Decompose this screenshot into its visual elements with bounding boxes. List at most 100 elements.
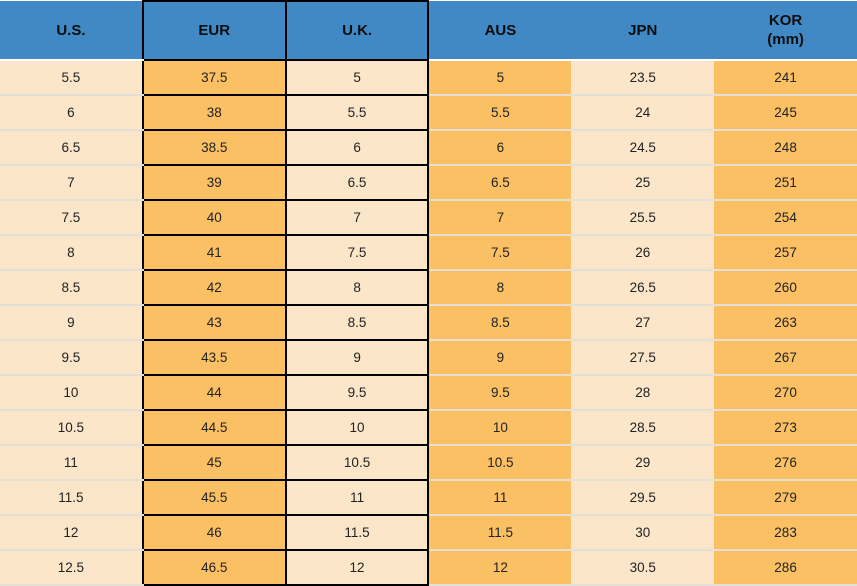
table-cell: 6.5 [284, 164, 430, 201]
table-cell: 5.5 [428, 95, 572, 131]
table-cell: 6.5 [428, 165, 572, 201]
table-row: 6.5 38.5 6 6 24.5 248 [0, 129, 857, 166]
table-row: 8.5 42 8 8 26.5 260 [0, 269, 857, 306]
table-cell: 7 [0, 165, 143, 201]
table-cell: 12 [284, 549, 430, 586]
table-cell: 29.5 [571, 480, 715, 516]
table-cell: 10 [0, 375, 143, 411]
header-cell-aus: AUS [428, 1, 572, 61]
table-cell: 254 [714, 200, 857, 236]
table-cell: 9 [0, 305, 143, 341]
header-row: U.S. EUR U.K. AUS JPN KOR (mm) [0, 0, 857, 61]
table-header: U.S. EUR U.K. AUS JPN KOR (mm) [0, 0, 857, 61]
table-cell: 273 [714, 410, 857, 446]
table-cell: 25 [571, 165, 715, 201]
table-row: 12 46 11.5 11.5 30 283 [0, 514, 857, 551]
table-cell: 25.5 [571, 200, 715, 236]
table-row: 9 43 8.5 8.5 27 263 [0, 304, 857, 341]
table-cell: 39 [141, 164, 287, 201]
table-cell: 7.5 [428, 235, 572, 271]
table-cell: 12 [0, 515, 143, 551]
header-kor-label: KOR [768, 12, 803, 29]
table-cell: 5.5 [0, 60, 143, 96]
table-cell: 6.5 [0, 130, 143, 166]
table-cell: 43 [141, 304, 287, 341]
table-cell: 26.5 [571, 270, 715, 306]
table-cell: 45.5 [141, 479, 287, 516]
table-cell: 5 [428, 60, 572, 96]
table-cell: 46.5 [141, 549, 287, 586]
table-body: 5.5 37.5 5 5 23.5 241 6 38 5.5 5.5 24 245 6.5 38.5 6 6 2… [0, 59, 857, 586]
table-cell: 30.5 [571, 550, 715, 586]
header-cell-us: U.S. [0, 1, 143, 61]
table-row: 10.5 44.5 10 10 28.5 273 [0, 409, 857, 446]
table-cell: 29 [571, 445, 715, 481]
table-cell: 263 [714, 305, 857, 341]
table-cell: 248 [714, 130, 857, 166]
table-cell: 8 [284, 269, 430, 306]
table-row: 11 45 10.5 10.5 29 276 [0, 444, 857, 481]
table-cell: 283 [714, 515, 857, 551]
table-cell: 27 [571, 305, 715, 341]
table-row: 7.5 40 7 7 25.5 254 [0, 199, 857, 236]
header-kor-unit: (mm) [767, 31, 804, 48]
table-cell: 8 [428, 270, 572, 306]
table-cell: 7 [284, 199, 430, 236]
table-cell: 11.5 [428, 515, 572, 551]
table-cell: 23.5 [571, 60, 715, 96]
header-cell-uk: U.K. [284, 0, 430, 61]
table-cell: 11 [284, 479, 430, 516]
table-cell: 5.5 [284, 94, 430, 131]
table-cell: 276 [714, 445, 857, 481]
table-row: 7 39 6.5 6.5 25 251 [0, 164, 857, 201]
table-row: 10 44 9.5 9.5 28 270 [0, 374, 857, 411]
table-row: 11.5 45.5 11 11 29.5 279 [0, 479, 857, 516]
table-cell: 40 [141, 199, 287, 236]
table-cell: 44.5 [141, 409, 287, 446]
table-cell: 24.5 [571, 130, 715, 166]
table-cell: 7.5 [0, 200, 143, 236]
table-cell: 241 [714, 60, 857, 96]
table-cell: 5 [284, 59, 430, 96]
table-cell: 286 [714, 550, 857, 586]
table-row: 5.5 37.5 5 5 23.5 241 [0, 59, 857, 96]
table-cell: 267 [714, 340, 857, 376]
table-cell: 7 [428, 200, 572, 236]
table-cell: 11 [0, 445, 143, 481]
table-cell: 6 [0, 95, 143, 131]
table-cell: 251 [714, 165, 857, 201]
table-cell: 10.5 [428, 445, 572, 481]
table-cell: 11 [428, 480, 572, 516]
table-cell: 10 [428, 410, 572, 446]
table-cell: 43.5 [141, 339, 287, 376]
table-cell: 6 [284, 129, 430, 166]
table-cell: 28.5 [571, 410, 715, 446]
table-cell: 8 [0, 235, 143, 271]
table-cell: 10.5 [284, 444, 430, 481]
table-cell: 11.5 [284, 514, 430, 551]
table-cell: 38.5 [141, 129, 287, 166]
table-row: 12.5 46.5 12 12 30.5 286 [0, 549, 857, 586]
table-row: 8 41 7.5 7.5 26 257 [0, 234, 857, 271]
table-cell: 30 [571, 515, 715, 551]
table-cell: 38 [141, 94, 287, 131]
table-row: 6 38 5.5 5.5 24 245 [0, 94, 857, 131]
table-cell: 12.5 [0, 550, 143, 586]
table-cell: 270 [714, 375, 857, 411]
table-cell: 10.5 [0, 410, 143, 446]
header-cell-eur: EUR [141, 0, 287, 61]
table-cell: 9 [428, 340, 572, 376]
table-cell: 37.5 [141, 59, 287, 96]
table-cell: 26 [571, 235, 715, 271]
table-cell: 279 [714, 480, 857, 516]
table-cell: 9.5 [284, 374, 430, 411]
table-cell: 6 [428, 130, 572, 166]
header-cell-kor: KOR (mm) [714, 1, 857, 61]
table-cell: 8.5 [0, 270, 143, 306]
table-cell: 11.5 [0, 480, 143, 516]
table-cell: 44 [141, 374, 287, 411]
table-row: 9.5 43.5 9 9 27.5 267 [0, 339, 857, 376]
table-cell: 9.5 [428, 375, 572, 411]
table-cell: 41 [141, 234, 287, 271]
